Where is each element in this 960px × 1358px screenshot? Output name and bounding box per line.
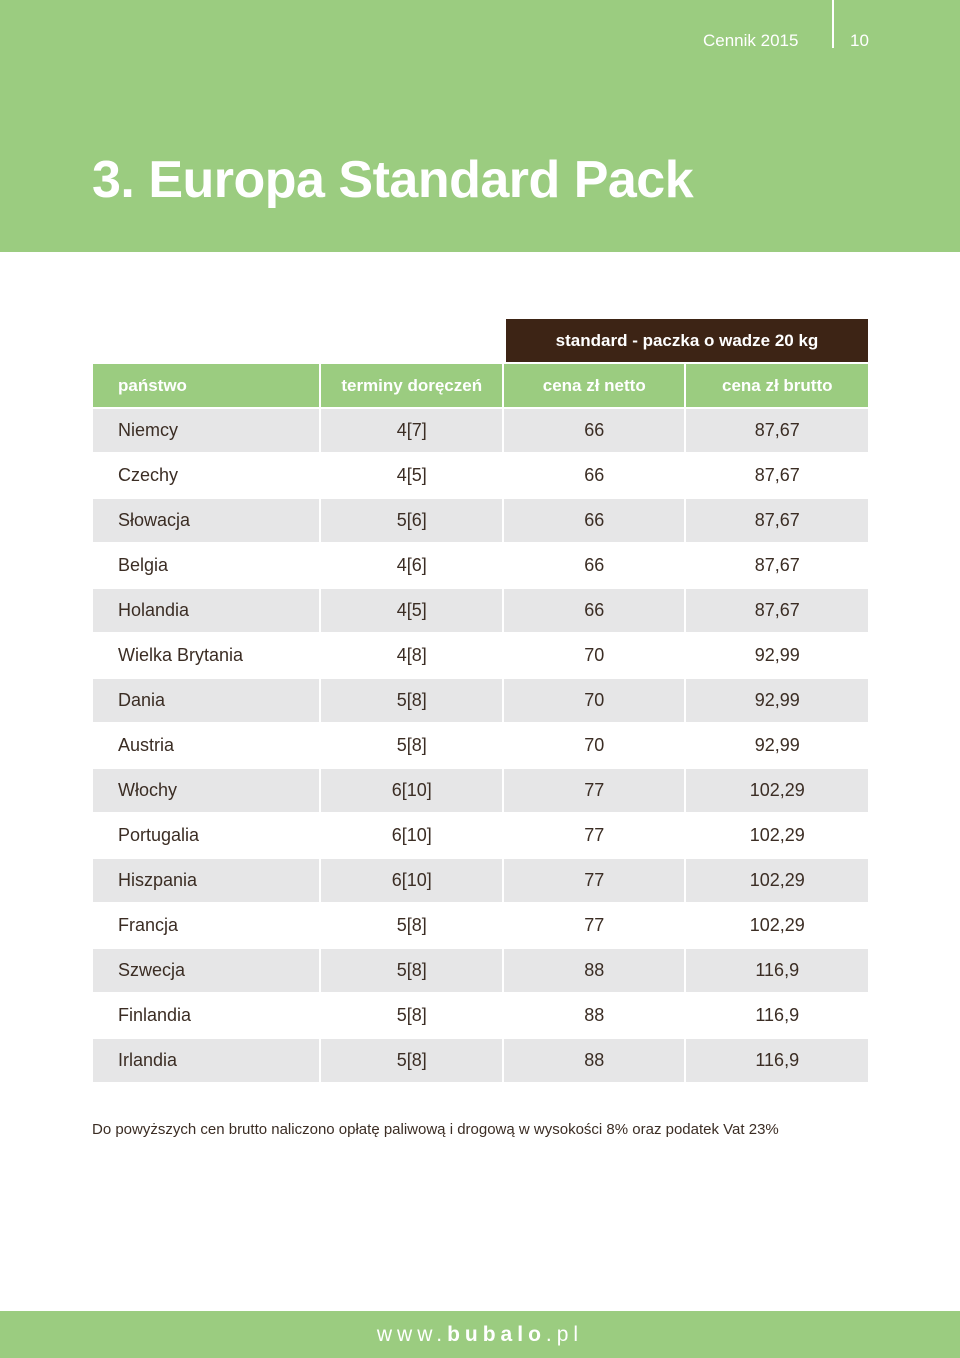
gross-price-cell: 92,99 (686, 724, 868, 767)
country-cell: Niemcy (93, 409, 320, 452)
country-cell: Belgia (93, 544, 320, 587)
net-price-cell: 88 (503, 1039, 685, 1082)
price-table: państwo terminy doręczeń cena zł netto c… (93, 364, 868, 1084)
table-body: Niemcy 4[7] 66 87,67 Czechy 4[5] 66 87,67 Słowac… (93, 409, 868, 1082)
page-number: 10 (850, 31, 869, 50)
delivery-time-cell: 5[8] (321, 994, 502, 1037)
country-cell: Holandia (93, 589, 320, 632)
net-price-cell: 70 (503, 679, 685, 722)
delivery-time-cell: 5[8] (321, 1039, 502, 1082)
net-price-cell: 66 (503, 499, 685, 542)
net-price-cell: 77 (503, 859, 685, 902)
footer-band: www.bubalo.pl (0, 1311, 960, 1358)
gross-price-cell: 87,67 (686, 589, 868, 632)
country-cell: Austria (93, 724, 320, 767)
table-row: Wielka Brytania 4[8] 70 92,99 (93, 634, 868, 677)
net-price-cell: 88 (503, 994, 685, 1037)
net-price-cell: 88 (503, 949, 685, 992)
net-price-cell: 66 (503, 454, 685, 497)
gross-price-cell: 116,9 (686, 1039, 868, 1082)
table-row: Dania 5[8] 70 92,99 (93, 679, 868, 722)
website-prefix: www. (376, 1322, 448, 1346)
net-price-cell: 77 (503, 814, 685, 857)
table-row: Portugalia 6[10] 77 102,29 (93, 814, 868, 857)
table-row: Austria 5[8] 70 92,99 (93, 724, 868, 767)
header-divider (832, 0, 834, 48)
gross-price-cell: 102,29 (686, 904, 868, 947)
gross-price-cell: 102,29 (686, 859, 868, 902)
net-price-cell: 66 (503, 544, 685, 587)
country-cell: Szwecja (93, 949, 320, 992)
table-row: Czechy 4[5] 66 87,67 (93, 454, 868, 497)
column-header-country: państwo (93, 364, 320, 407)
column-header-delivery: terminy doręczeń (321, 364, 502, 407)
country-cell: Włochy (93, 769, 320, 812)
country-cell: Finlandia (93, 994, 320, 1037)
country-cell: Słowacja (93, 499, 320, 542)
gross-price-cell: 102,29 (686, 814, 868, 857)
table-row: Irlandia 5[8] 88 116,9 (93, 1039, 868, 1082)
table-row: Belgia 4[6] 66 87,67 (93, 544, 868, 587)
table-row: Holandia 4[5] 66 87,67 (93, 589, 868, 632)
gross-price-cell: 116,9 (686, 994, 868, 1037)
net-price-cell: 77 (503, 904, 685, 947)
gross-price-cell: 87,67 (686, 499, 868, 542)
delivery-time-cell: 5[8] (321, 679, 502, 722)
net-price-cell: 66 (503, 409, 685, 452)
page-title: 3. Europa Standard Pack (92, 151, 694, 209)
gross-price-cell: 87,67 (686, 544, 868, 587)
table-header-row: państwo terminy doręczeń cena zł netto c… (93, 364, 868, 407)
net-price-cell: 70 (503, 634, 685, 677)
country-cell: Czechy (93, 454, 320, 497)
country-cell: Hiszpania (93, 859, 320, 902)
document-label: Cennik 2015 (703, 31, 799, 50)
country-cell: Irlandia (93, 1039, 320, 1082)
gross-price-cell: 116,9 (686, 949, 868, 992)
website-link[interactable]: www.bubalo.pl (377, 1323, 583, 1347)
net-price-cell: 70 (503, 724, 685, 767)
delivery-time-cell: 6[10] (321, 859, 502, 902)
table-row: Niemcy 4[7] 66 87,67 (93, 409, 868, 452)
table-row: Włochy 6[10] 77 102,29 (93, 769, 868, 812)
gross-price-cell: 92,99 (686, 634, 868, 677)
delivery-time-cell: 5[8] (321, 724, 502, 767)
delivery-time-cell: 6[10] (321, 769, 502, 812)
table-row: Słowacja 5[6] 66 87,67 (93, 499, 868, 542)
net-price-cell: 66 (503, 589, 685, 632)
table-row: Finlandia 5[8] 88 116,9 (93, 994, 868, 1037)
delivery-time-cell: 4[6] (321, 544, 502, 587)
country-cell: Wielka Brytania (93, 634, 320, 677)
table-row: Francja 5[8] 77 102,29 (93, 904, 868, 947)
website-domain: bubalo (447, 1322, 546, 1346)
delivery-time-cell: 5[8] (321, 904, 502, 947)
gross-price-cell: 92,99 (686, 679, 868, 722)
footnote: Do powyższych cen brutto naliczono opłat… (92, 1121, 779, 1138)
gross-price-cell: 102,29 (686, 769, 868, 812)
column-header-gross-price: cena zł brutto (686, 364, 868, 407)
delivery-time-cell: 4[5] (321, 589, 502, 632)
table-row: Hiszpania 6[10] 77 102,29 (93, 859, 868, 902)
column-header-net-price: cena zł netto (503, 364, 685, 407)
website-suffix: .pl (545, 1322, 584, 1346)
country-cell: Dania (93, 679, 320, 722)
gross-price-cell: 87,67 (686, 454, 868, 497)
delivery-time-cell: 6[10] (321, 814, 502, 857)
country-cell: Portugalia (93, 814, 320, 857)
delivery-time-cell: 4[8] (321, 634, 502, 677)
net-price-cell: 77 (503, 769, 685, 812)
table-row: Szwecja 5[8] 88 116,9 (93, 949, 868, 992)
header-band: Cennik 2015 10 3. Europa Standard Pack (0, 0, 960, 252)
table-group-header: standard - paczka o wadze 20 kg (506, 319, 868, 362)
country-cell: Francja (93, 904, 320, 947)
delivery-time-cell: 4[5] (321, 454, 502, 497)
delivery-time-cell: 5[6] (321, 499, 502, 542)
gross-price-cell: 87,67 (686, 409, 868, 452)
delivery-time-cell: 4[7] (321, 409, 502, 452)
delivery-time-cell: 5[8] (321, 949, 502, 992)
